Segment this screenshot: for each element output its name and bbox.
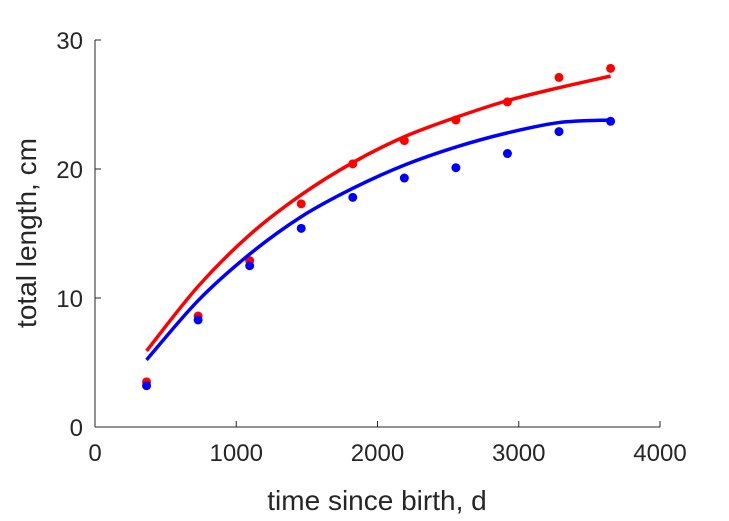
x-tick-label: 1000 (210, 440, 263, 467)
data-point (142, 381, 152, 391)
data-point (348, 192, 358, 202)
y-tick-label: 30 (56, 28, 83, 55)
data-point (296, 223, 306, 233)
x-tick-label: 2000 (351, 440, 404, 467)
y-tick-label: 0 (70, 415, 83, 442)
series-1 (142, 116, 616, 391)
data-point (296, 199, 306, 209)
axes (94, 40, 660, 428)
x-tick-label: 4000 (633, 440, 686, 467)
data-point (502, 97, 512, 107)
y-ticks: 0 10 20 30 (56, 28, 101, 442)
data-point (348, 159, 358, 169)
data-point (399, 173, 409, 183)
x-tick-label: 3000 (492, 440, 545, 467)
data-point (245, 261, 255, 271)
x-axis-label: time since birth, d (267, 485, 486, 516)
data-point (193, 315, 203, 325)
fit-curve (145, 118, 611, 362)
data-point (502, 149, 512, 159)
y-tick-label: 10 (56, 286, 83, 313)
data-point (451, 163, 461, 173)
data-point (554, 127, 564, 137)
data-point (554, 72, 564, 82)
x-ticks: 0 1000 2000 3000 4000 (88, 421, 687, 467)
data-point (606, 63, 616, 73)
y-tick-label: 20 (56, 157, 83, 184)
data-point (451, 115, 461, 125)
plot-area (142, 63, 616, 391)
y-axis-label: total length, cm (11, 138, 42, 328)
fit-curve (145, 74, 611, 352)
x-tick-label: 0 (88, 440, 101, 467)
series-0 (142, 63, 616, 387)
data-point (606, 116, 616, 126)
data-point (399, 136, 409, 146)
